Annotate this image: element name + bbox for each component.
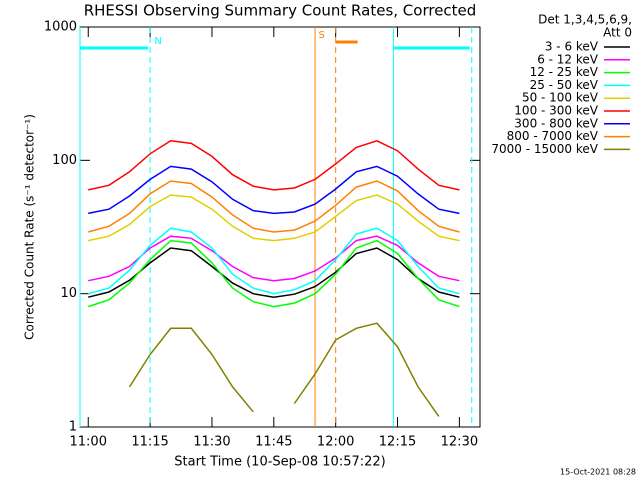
legend-label: 3 - 6 keV xyxy=(545,40,599,54)
x-tick-label: 12:30 xyxy=(441,435,478,450)
legend-label: 100 - 300 keV xyxy=(514,104,598,118)
x-tick-label: 11:00 xyxy=(70,435,107,450)
legend-label: 12 - 25 keV xyxy=(530,65,599,79)
series-line xyxy=(88,139,460,191)
timestamp: 15-Oct-2021 08:28 xyxy=(560,468,636,477)
series-line xyxy=(88,180,460,233)
interval-label: N xyxy=(154,36,161,47)
y-tick-label: 1 xyxy=(69,420,77,435)
series-line xyxy=(128,322,440,417)
x-axis-label: Start Time (10-Sep-08 10:57:22) xyxy=(174,455,385,470)
series-line xyxy=(88,247,460,298)
y-tick-label: 100 xyxy=(52,153,77,168)
x-tick-label: 12:15 xyxy=(379,435,416,450)
legend-label: 800 - 7000 keV xyxy=(507,129,599,143)
x-tick-label: 11:30 xyxy=(193,435,230,450)
legend-header: Att 0 xyxy=(603,26,632,40)
chart-title: RHESSI Observing Summary Count Rates, Co… xyxy=(84,2,477,20)
legend-label: 25 - 50 keV xyxy=(530,78,599,92)
y-axis-label: Corrected Count Rate (s⁻¹ detector⁻¹) xyxy=(23,114,37,340)
series-line xyxy=(87,239,460,308)
legend-label: 6 - 12 keV xyxy=(537,52,599,66)
legend-header: Det 1,3,4,5,6,9, xyxy=(538,13,632,27)
y-tick-label: 10 xyxy=(60,286,77,301)
x-tick-label: 11:15 xyxy=(131,435,168,450)
series-line xyxy=(88,235,460,282)
series-line xyxy=(88,165,460,215)
legend-label: 7000 - 15000 keV xyxy=(491,142,598,156)
x-tick-label: 12:00 xyxy=(317,435,354,450)
legend-label: 50 - 100 keV xyxy=(522,91,599,105)
y-tick-label: 1000 xyxy=(44,20,77,35)
series-line xyxy=(88,227,460,295)
series-line xyxy=(88,194,460,242)
interval-label: S xyxy=(318,30,324,41)
legend-label: 300 - 800 keV xyxy=(514,116,598,130)
x-tick-label: 11:45 xyxy=(255,435,292,450)
